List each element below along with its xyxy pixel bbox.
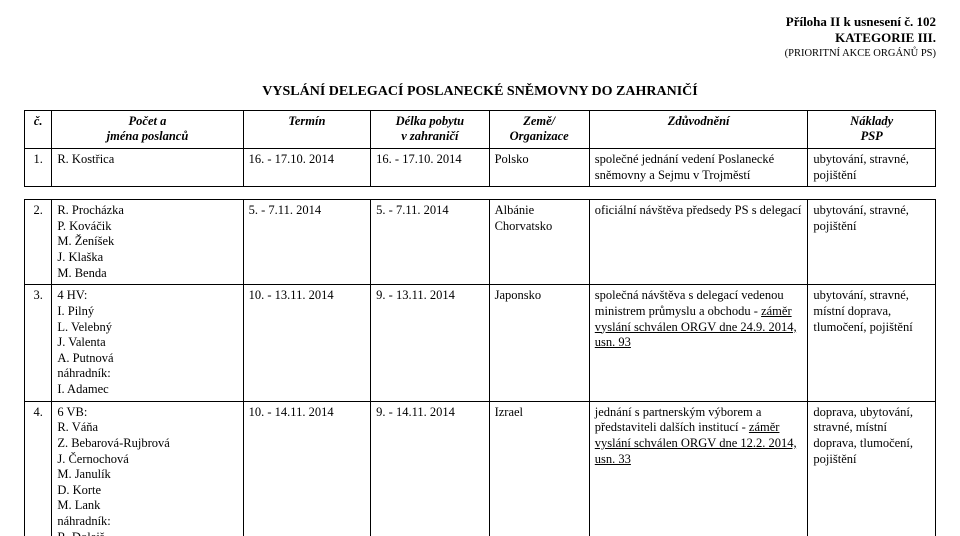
reason-link[interactable]: záměr vyslání schválen ORGV dne 24.9. 20…	[595, 304, 797, 349]
cell-term: 10. - 14.11. 2014	[243, 401, 371, 536]
cell-number: 2.	[25, 200, 52, 285]
table-row: 3.4 HV:I. PilnýL. VelebnýJ. ValentaA. Pu…	[25, 285, 936, 401]
table-spacer-cell	[808, 187, 936, 200]
delegations-table: č. Počet a jména poslanců Termín Délka p…	[24, 110, 936, 536]
cell-country: Polsko	[489, 148, 589, 186]
table-spacer-cell	[25, 187, 52, 200]
cell-number: 3.	[25, 285, 52, 401]
cell-names: R. ProcházkaP. KováčikM. ŽeníšekJ. Klašk…	[52, 200, 243, 285]
cell-names: R. Kostřica	[52, 148, 243, 186]
table-spacer-cell	[52, 187, 243, 200]
cell-country: Japonsko	[489, 285, 589, 401]
col-country: Země/ Organizace	[489, 110, 589, 148]
col-reason: Zdůvodnění	[589, 110, 808, 148]
table-spacer-cell	[243, 187, 371, 200]
cell-costs: ubytování, stravné, místní doprava, tlum…	[808, 285, 936, 401]
table-row: 2.R. ProcházkaP. KováčikM. ŽeníšekJ. Kla…	[25, 200, 936, 285]
cell-country: AlbánieChorvatsko	[489, 200, 589, 285]
table-row: 4.6 VB:R. VáňaZ. Bebarová-RujbrováJ. Čer…	[25, 401, 936, 536]
col-term: Termín	[243, 110, 371, 148]
table-spacer-cell	[371, 187, 489, 200]
table-row: 1.R. Kostřica16. - 17.10. 201416. - 17.1…	[25, 148, 936, 186]
table-spacer-cell	[489, 187, 589, 200]
cell-term: 5. - 7.11. 2014	[243, 200, 371, 285]
col-duration: Délka pobytu v zahraničí	[371, 110, 489, 148]
table-spacer-row	[25, 187, 936, 200]
cell-reason: jednání s partnerským výborem a představ…	[589, 401, 808, 536]
cell-term: 16. - 17.10. 2014	[243, 148, 371, 186]
cell-country: Izrael	[489, 401, 589, 536]
document-title: VYSLÁNÍ DELEGACÍ POSLANECKÉ SNĚMOVNY DO …	[24, 84, 936, 100]
cell-names: 4 HV:I. PilnýL. VelebnýJ. ValentaA. Putn…	[52, 285, 243, 401]
document-header: Příloha II k usnesení č. 102 KATEGORIE I…	[24, 14, 936, 60]
cell-reason: oficiální návštěva předsedy PS s delegac…	[589, 200, 808, 285]
cell-duration: 9. - 13.11. 2014	[371, 285, 489, 401]
cell-duration: 16. - 17.10. 2014	[371, 148, 489, 186]
header-line2: KATEGORIE III.	[24, 30, 936, 46]
cell-duration: 9. - 14.11. 2014	[371, 401, 489, 536]
cell-names: 6 VB:R. VáňaZ. Bebarová-RujbrováJ. Černo…	[52, 401, 243, 536]
col-number: č.	[25, 110, 52, 148]
cell-duration: 5. - 7.11. 2014	[371, 200, 489, 285]
cell-reason: společné jednání vedení Poslanecké sněmo…	[589, 148, 808, 186]
table-spacer-cell	[589, 187, 808, 200]
cell-costs: ubytování, stravné, pojištění	[808, 200, 936, 285]
cell-number: 4.	[25, 401, 52, 536]
col-costs: Náklady PSP	[808, 110, 936, 148]
cell-reason: společná návštěva s delegací vedenou min…	[589, 285, 808, 401]
cell-costs: ubytování, stravné, pojištění	[808, 148, 936, 186]
reason-link[interactable]: záměr vyslání schválen ORGV dne 12.2. 20…	[595, 420, 797, 465]
cell-term: 10. - 13.11. 2014	[243, 285, 371, 401]
header-line3: (PRIORITNÍ AKCE ORGÁNŮ PS)	[24, 47, 936, 60]
cell-costs: doprava, ubytování, stravné, místní dopr…	[808, 401, 936, 536]
cell-number: 1.	[25, 148, 52, 186]
header-line1: Příloha II k usnesení č. 102	[24, 14, 936, 30]
col-names: Počet a jména poslanců	[52, 110, 243, 148]
